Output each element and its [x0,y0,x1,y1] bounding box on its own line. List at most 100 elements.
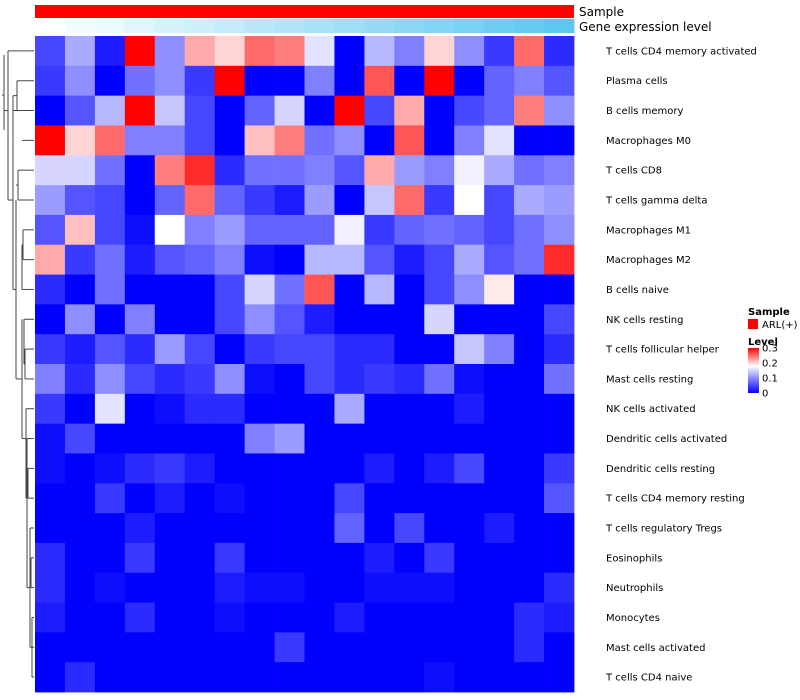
heatmap-cell [304,95,335,126]
heatmap-cell [544,185,575,216]
heatmap-cell [304,334,335,365]
heatmap-cell [184,602,216,633]
sample-annotation-track [35,5,574,18]
heatmap-cell [334,572,365,603]
heatmap-cell [304,214,335,246]
heatmap-cell [544,423,575,454]
heatmap-cell [35,185,66,216]
heatmap-cell [214,214,246,246]
heatmap-cell [304,662,335,693]
heatmap-cell [35,423,66,454]
heatmap-cell [394,542,425,574]
legend-level-tick: 0.1 [762,374,778,385]
heatmap-cell [124,602,156,633]
heatmap-cell [304,453,335,484]
heatmap-cell [124,155,156,186]
heatmap-cell [154,393,186,425]
heatmap-cell [484,662,515,693]
heatmap-cell [364,542,395,574]
heatmap-cell [184,393,216,425]
heatmap-cell [64,244,96,275]
heatmap-cell [274,393,305,425]
heatmap-cell [484,602,515,633]
heatmap-cells [35,36,575,693]
heatmap-cell [214,513,246,544]
gene-expression-track-cell [274,19,305,33]
heatmap-cell [544,36,575,67]
row-label: T cells CD4 memory resting [605,494,745,505]
row-label: Neutrophils [606,583,663,594]
heatmap-cell [544,662,575,693]
heatmap-cell [364,125,395,156]
gene-expression-track-cell [35,19,66,33]
heatmap-cell [64,65,96,97]
heatmap-cell [124,364,156,395]
heatmap-cell [424,155,455,186]
heatmap-cell [35,95,66,126]
heatmap-cell [454,423,485,454]
heatmap-cell [35,36,66,67]
heatmap-cell [154,125,186,156]
heatmap-cell [364,393,395,425]
heatmap-cell [124,423,156,454]
heatmap-cell [514,483,545,514]
row-label: Mast cells activated [606,643,705,654]
heatmap-cell [244,125,275,156]
heatmap-cell [154,36,186,67]
heatmap-cell [424,334,455,365]
row-label: T cells CD8 [605,166,662,177]
heatmap-cell [94,95,126,126]
heatmap-cell [35,513,66,544]
heatmap-cell [274,125,305,156]
heatmap-cell [35,214,66,246]
heatmap-cell [364,602,395,633]
heatmap-cell [94,513,126,544]
heatmap-cell [484,125,515,156]
heatmap-cell [364,155,395,186]
heatmap-cell [214,125,246,156]
heatmap-cell [304,393,335,425]
heatmap-cell [544,214,575,246]
heatmap-cell [244,513,275,544]
heatmap-cell [544,572,575,603]
heatmap-cell [64,483,96,514]
heatmap-cell [364,483,395,514]
heatmap-cell [484,423,515,454]
heatmap-cell [334,423,365,454]
heatmap-cell [94,483,126,514]
heatmap-cell [334,274,365,305]
heatmap-cell [94,364,126,395]
heatmap-cell [364,423,395,454]
heatmap-cell [94,542,126,574]
heatmap-cell [184,364,216,395]
heatmap-cell [334,334,365,365]
heatmap-cell [334,304,365,335]
heatmap-cell [244,244,275,275]
heatmap-cell [484,155,515,186]
heatmap-cell [64,274,96,305]
row-label: Macrophages M0 [606,136,691,147]
heatmap-cell [364,572,395,603]
heatmap-cell [394,572,425,603]
row-labels: T cells CD4 memory activated Plasma cells… [605,46,757,683]
row-label: Dendritic cells resting [606,464,715,475]
heatmap-cell [184,423,216,454]
heatmap-cell [214,244,246,275]
heatmap-cell [94,572,126,603]
heatmap-cell [154,65,186,97]
heatmap-cell [334,65,365,97]
heatmap-cell [214,334,246,365]
heatmap-cell [35,304,66,335]
row-label: T cells gamma delta [605,196,707,207]
heatmap-cell [544,364,575,395]
heatmap-cell [424,632,455,663]
heatmap-cell [274,304,305,335]
sample-track-bar [35,5,574,18]
heatmap-cell [514,214,545,246]
row-dendrogram [2,50,34,678]
heatmap-cell [514,632,545,663]
heatmap-cell [424,244,455,275]
heatmap-cell [364,95,395,126]
heatmap-cell [64,662,96,693]
